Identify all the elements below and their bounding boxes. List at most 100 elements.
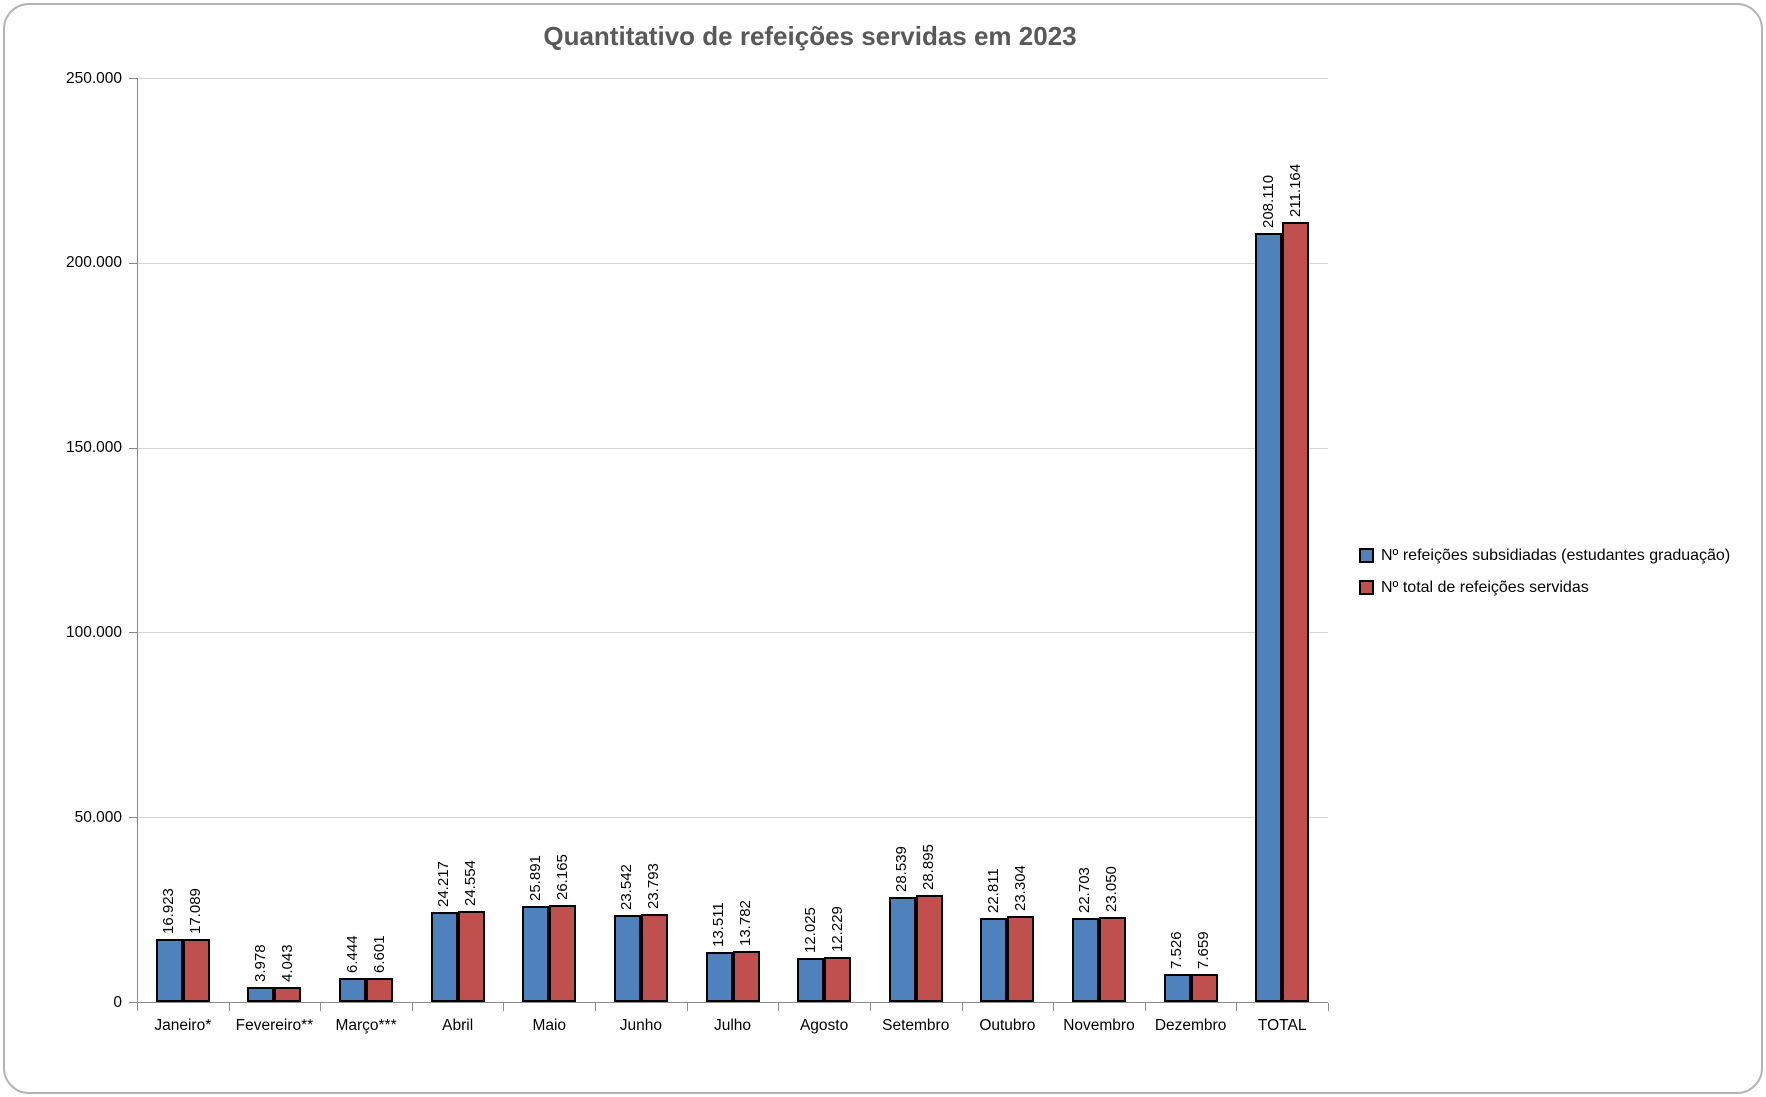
bar-value-label: 22.703	[1076, 867, 1094, 914]
bar-value-label: 13.511	[710, 902, 727, 948]
x-axis-tick	[1053, 1003, 1055, 1011]
bar-subsidized	[1071, 918, 1099, 1002]
bar-value-label: 12.025	[801, 906, 819, 953]
x-axis-category-label: Fevereiro**	[235, 1017, 314, 1034]
bar-subsidized	[980, 917, 1008, 1002]
x-axis-tick	[411, 1003, 413, 1011]
x-axis-tick	[961, 1003, 963, 1011]
bar-value-label: 12.229	[828, 905, 846, 952]
legend-item-subsidized: Nº refeições subsidiadas (estudantes gra…	[1359, 546, 1730, 565]
x-axis-line	[137, 1002, 1328, 1003]
bar-value-label: 23.304	[1011, 864, 1029, 911]
y-axis-tick	[129, 447, 137, 449]
y-axis-tick-label: 150.000	[65, 439, 122, 457]
bar-value-label: 23.050	[1103, 865, 1121, 912]
bar-subsidized	[1255, 232, 1283, 1002]
bar-subsidized	[1163, 974, 1191, 1002]
x-axis-category-label: Abril	[442, 1017, 474, 1034]
bar-value-label: 26.165	[553, 854, 571, 901]
y-axis-tick	[129, 632, 137, 634]
legend-label-subsidized: Nº refeições subsidiadas (estudantes gra…	[1381, 547, 1731, 564]
x-axis-tick	[595, 1003, 597, 1011]
bar-subsidized	[888, 896, 916, 1002]
bar-total	[1098, 916, 1126, 1002]
legend-item-total: Nº total de refeições servidas	[1359, 578, 1730, 597]
x-axis-tick	[869, 1003, 871, 1011]
bar-value-label: 4.043	[278, 944, 296, 983]
y-gridline	[137, 447, 1328, 449]
y-axis-tick-label: 0	[113, 993, 122, 1011]
x-axis-category-label: Novembro	[1063, 1017, 1135, 1034]
bar-subsidized	[613, 914, 641, 1002]
y-axis-tick-label: 250.000	[65, 69, 122, 87]
x-axis-category-label: Maio	[532, 1017, 567, 1034]
bar-value-label: 24.554	[462, 860, 480, 907]
bar-subsidized	[705, 952, 733, 1002]
x-axis-category-label: Setembro	[882, 1017, 950, 1034]
bar-total	[640, 914, 668, 1002]
bar-value-label: 22.811	[984, 867, 1002, 913]
y-gridline	[137, 78, 1328, 79]
x-axis-tick	[1328, 1003, 1329, 1011]
bar-total	[732, 951, 760, 1002]
bar-subsidized	[797, 957, 825, 1002]
x-axis-tick	[137, 1003, 138, 1011]
bar-total	[457, 911, 485, 1002]
bar-value-label: 28.895	[920, 844, 938, 891]
bar-total	[1190, 973, 1218, 1002]
bar-total	[824, 956, 852, 1002]
bar-subsidized	[522, 906, 550, 1002]
bar-value-label: 24.217	[435, 861, 453, 908]
x-axis-tick	[686, 1003, 688, 1011]
bar-value-label: 211.164	[1286, 163, 1304, 217]
x-axis-category-label: Junho	[619, 1017, 662, 1034]
bar-value-label: 6.601	[370, 935, 388, 973]
bar-total	[274, 987, 302, 1002]
bar-value-label: 25.891	[526, 855, 544, 902]
bar-value-label: 7.659	[1195, 931, 1213, 969]
x-axis-tick	[228, 1003, 230, 1011]
x-axis-category-label: Dezembro	[1154, 1017, 1227, 1034]
y-gridline	[137, 817, 1328, 819]
legend: Nº refeições subsidiadas (estudantes gra…	[1359, 546, 1730, 610]
x-axis-category-label: Agosto	[799, 1017, 849, 1034]
bar-subsidized	[430, 912, 458, 1002]
legend-label-total: Nº total de refeições servidas	[1381, 579, 1589, 596]
x-axis-tick	[778, 1003, 780, 1011]
x-axis-category-label: Julho	[713, 1017, 752, 1034]
x-axis-tick	[1144, 1003, 1146, 1011]
y-axis-tick-label: 50.000	[74, 808, 122, 826]
y-axis-tick	[129, 262, 137, 264]
y-gridline	[137, 262, 1328, 264]
x-axis-tick	[320, 1003, 322, 1011]
y-axis-tick-label: 100.000	[65, 623, 122, 641]
bar-value-label: 13.782	[737, 900, 754, 947]
bar-subsidized	[155, 939, 183, 1002]
y-axis-tick	[129, 817, 137, 819]
y-axis-tick	[129, 1002, 137, 1003]
y-axis-tick	[129, 78, 137, 79]
bar-value-label: 3.978	[251, 944, 269, 983]
y-gridline	[137, 632, 1328, 634]
bar-value-label: 7.526	[1168, 931, 1186, 970]
y-axis-tick-label: 200.000	[65, 254, 122, 272]
bar-value-label: 16.923	[160, 888, 178, 935]
bar-value-label: 23.542	[618, 864, 636, 910]
x-axis-tick	[1236, 1003, 1238, 1011]
bar-value-label: 28.539	[893, 845, 911, 892]
x-axis-category-label: Janeiro*	[154, 1017, 212, 1034]
x-axis-category-label: TOTAL	[1257, 1017, 1307, 1034]
bar-total	[182, 938, 210, 1002]
bar-value-label: 23.793	[645, 863, 663, 910]
bar-value-label: 17.089	[187, 887, 205, 934]
bar-total	[1282, 221, 1310, 1002]
bar-total	[915, 895, 943, 1002]
x-axis-tick	[503, 1003, 505, 1011]
bar-total	[549, 905, 577, 1002]
bar-total	[366, 977, 394, 1002]
bar-subsidized	[339, 978, 367, 1002]
bar-value-label: 208.110	[1259, 174, 1277, 228]
legend-swatch-subsidized	[1359, 548, 1374, 563]
